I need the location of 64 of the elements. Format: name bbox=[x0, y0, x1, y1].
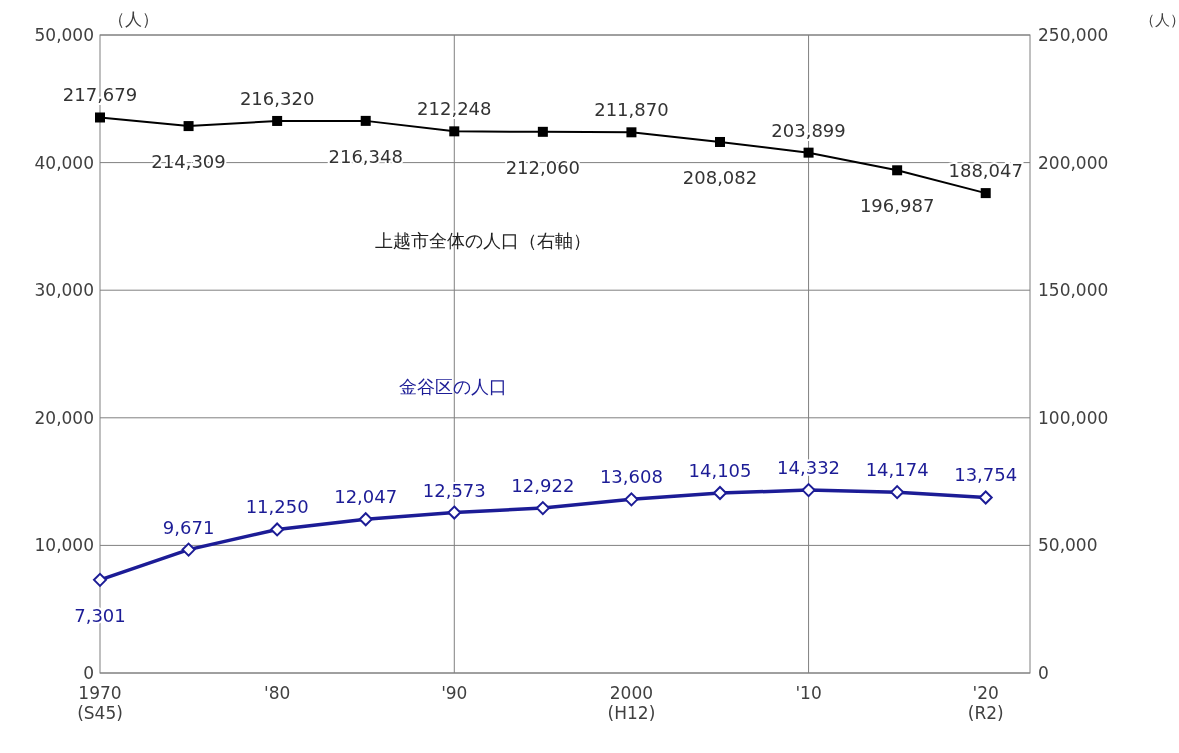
text: 金谷区の人口 bbox=[398, 376, 507, 398]
y-axis-title: （人） bbox=[108, 9, 159, 29]
point bbox=[537, 126, 548, 137]
point bbox=[626, 127, 637, 138]
data-label: 11,250 bbox=[245, 496, 309, 518]
y-tick-label: 10,000 bbox=[34, 535, 94, 556]
data-label: 188,047 bbox=[948, 160, 1023, 182]
data-label: 208,082 bbox=[682, 166, 758, 188]
data-label: 12,573 bbox=[422, 479, 486, 501]
data-label: 13,608 bbox=[599, 466, 663, 488]
x-tick-label: 1970 (S45) bbox=[77, 683, 123, 723]
y2-tick-label: 50,000 bbox=[1038, 535, 1098, 556]
data-label: 14,105 bbox=[688, 460, 752, 482]
y-tick-label: 0 bbox=[83, 663, 94, 683]
data-label: 212,248 bbox=[417, 98, 492, 120]
point bbox=[181, 542, 196, 557]
data-label: 9,671 bbox=[162, 516, 215, 538]
x-tick-label: '90 bbox=[441, 683, 468, 703]
point bbox=[892, 165, 903, 176]
point bbox=[360, 115, 371, 126]
y-tick-label: 20,000 bbox=[34, 407, 94, 428]
data-label: 14,332 bbox=[777, 457, 841, 479]
data-label: 217,679 bbox=[62, 84, 138, 106]
point bbox=[803, 147, 814, 158]
point bbox=[447, 505, 462, 520]
y-tick-label: 40,000 bbox=[34, 152, 94, 173]
y-tick-label: 50,000 bbox=[34, 25, 94, 45]
data-label: 13,754 bbox=[954, 464, 1018, 486]
y2-axis-title: （人） bbox=[1140, 11, 1179, 29]
x-tick-label: 2000 (H12) bbox=[607, 683, 656, 723]
y2-tick-label: 150,000 bbox=[1038, 280, 1109, 301]
data-label: 216,320 bbox=[239, 87, 315, 109]
data-label: 212,060 bbox=[505, 156, 581, 178]
point bbox=[93, 572, 107, 587]
point bbox=[980, 188, 991, 199]
point bbox=[358, 512, 373, 527]
y2-tick-label: 250,000 bbox=[1038, 25, 1109, 45]
data-label: 196,987 bbox=[859, 195, 935, 217]
point bbox=[183, 121, 194, 132]
y2-tick-label: 0 bbox=[1038, 663, 1049, 683]
point bbox=[801, 483, 816, 498]
data-label: 12,922 bbox=[511, 475, 575, 497]
data-label: 7,301 bbox=[74, 604, 126, 626]
point bbox=[890, 485, 905, 500]
point bbox=[95, 112, 105, 123]
point bbox=[449, 126, 460, 137]
data-label: 14,174 bbox=[865, 459, 929, 481]
data-label: 216,348 bbox=[328, 145, 403, 167]
y2-tick-label: 100,000 bbox=[1038, 407, 1109, 428]
y2-tick-label: 200,000 bbox=[1038, 152, 1109, 173]
point bbox=[272, 115, 283, 126]
point bbox=[978, 490, 993, 505]
x-tick-label: '10 bbox=[795, 683, 822, 703]
point bbox=[270, 522, 285, 537]
point bbox=[624, 492, 639, 507]
point bbox=[535, 501, 550, 516]
data-label: 12,047 bbox=[334, 486, 398, 508]
x-tick-label: '20 (R2) bbox=[967, 683, 1004, 723]
y-tick-label: 30,000 bbox=[34, 280, 94, 301]
point bbox=[713, 486, 727, 501]
data-label: 211,870 bbox=[594, 99, 669, 121]
text: 上越市全体の人口（右軸） bbox=[374, 229, 591, 251]
x-tick-label: '80 bbox=[263, 683, 291, 703]
point bbox=[715, 136, 725, 147]
